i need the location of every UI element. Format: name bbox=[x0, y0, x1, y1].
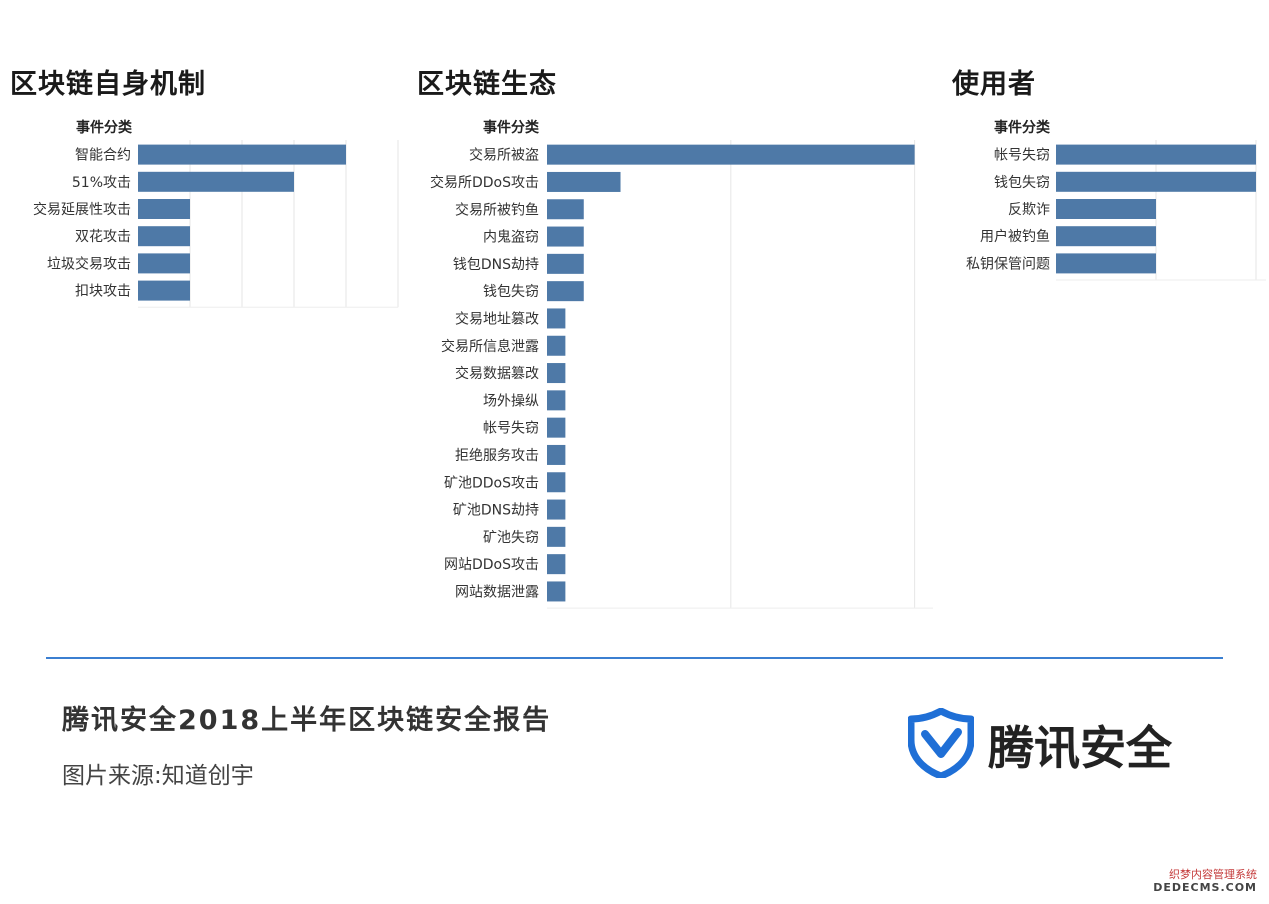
category-label: 私钥保管问题 bbox=[966, 256, 1050, 272]
bar bbox=[547, 281, 584, 302]
bar bbox=[547, 144, 915, 165]
category-axis-header: 事件分类 bbox=[994, 120, 1050, 136]
category-label: 51%攻击 bbox=[72, 175, 131, 191]
bar bbox=[1056, 253, 1156, 274]
bar bbox=[547, 444, 566, 465]
bar bbox=[547, 472, 566, 493]
bar-chart-ecosystem: 交易所被盗交易所DDoS攻击交易所被钓鱼内鬼盗窃钱包DNS劫持钱包失窃交易地址篡… bbox=[430, 140, 933, 609]
category-label: 拒绝服务攻击 bbox=[455, 448, 539, 464]
bar bbox=[547, 499, 566, 520]
category-label: 垃圾交易攻击 bbox=[47, 255, 131, 272]
watermark-text: 织梦内容管理系统 bbox=[1169, 868, 1257, 881]
category-axis-header: 事件分类 bbox=[483, 120, 539, 136]
bar bbox=[547, 390, 566, 411]
category-label: 矿池DNS劫持 bbox=[453, 503, 539, 519]
bar bbox=[138, 199, 190, 219]
bar bbox=[547, 253, 584, 274]
image-source-note: 图片来源:知道创宇 bbox=[62, 763, 254, 789]
shield-logo-icon bbox=[908, 708, 974, 778]
category-label: 网站DDoS攻击 bbox=[444, 557, 539, 573]
bar bbox=[138, 253, 190, 274]
category-label: 内鬼盗窃 bbox=[483, 230, 539, 246]
bar bbox=[547, 554, 566, 575]
category-label: 矿池失窃 bbox=[483, 530, 539, 546]
category-label: 钱包失窃 bbox=[483, 284, 539, 300]
category-label: 交易所被钓鱼 bbox=[455, 201, 539, 218]
category-label: 反欺诈 bbox=[1008, 202, 1050, 218]
watermark: 织梦内容管理系统 DEDECMS.COM bbox=[1153, 868, 1257, 894]
category-label: 帐号失窃 bbox=[994, 148, 1050, 164]
category-label: 网站数据泄露 bbox=[455, 584, 539, 600]
bar bbox=[1056, 144, 1256, 165]
chart-title: 区块链自身机制 bbox=[10, 69, 206, 100]
category-label: 交易地址篡改 bbox=[455, 310, 539, 327]
category-label: 场外操纵 bbox=[483, 393, 539, 409]
bar bbox=[1056, 171, 1256, 192]
bar bbox=[547, 226, 584, 247]
bar bbox=[138, 226, 190, 247]
category-label: 矿池DDoS攻击 bbox=[444, 475, 539, 491]
bar bbox=[547, 417, 566, 438]
bar bbox=[547, 308, 566, 329]
bar bbox=[547, 526, 566, 547]
footer-divider bbox=[46, 657, 1223, 659]
category-label: 钱包失窃 bbox=[994, 175, 1050, 191]
bar bbox=[547, 363, 566, 384]
category-axis-header: 事件分类 bbox=[76, 120, 132, 136]
category-label: 交易所被盗 bbox=[469, 147, 539, 164]
category-label: 用户被钓鱼 bbox=[980, 228, 1050, 245]
category-label: 钱包DNS劫持 bbox=[453, 257, 539, 273]
bar bbox=[547, 199, 584, 220]
category-label: 交易所信息泄露 bbox=[441, 338, 539, 355]
bar bbox=[1056, 199, 1156, 219]
bar bbox=[547, 581, 566, 602]
category-label: 智能合约 bbox=[75, 148, 131, 164]
report-title: 腾讯安全2018上半年区块链安全报告 bbox=[62, 705, 552, 736]
chart-title: 使用者 bbox=[952, 69, 1036, 100]
bar bbox=[1056, 226, 1156, 247]
category-label: 交易数据篡改 bbox=[455, 365, 539, 382]
chart-title: 区块链生态 bbox=[417, 69, 557, 100]
category-label: 扣块攻击 bbox=[75, 284, 131, 300]
bar bbox=[138, 144, 346, 165]
category-label: 交易延展性攻击 bbox=[33, 201, 131, 218]
category-label: 双花攻击 bbox=[75, 229, 131, 245]
category-label: 帐号失窃 bbox=[483, 421, 539, 437]
brand-name: 腾讯安全 bbox=[988, 721, 1172, 775]
bar bbox=[138, 171, 294, 192]
bar bbox=[547, 335, 566, 356]
watermark-domain: DEDECMS.COM bbox=[1153, 881, 1257, 894]
bar bbox=[547, 171, 621, 192]
category-label: 交易所DDoS攻击 bbox=[430, 174, 539, 191]
bar bbox=[138, 280, 190, 301]
